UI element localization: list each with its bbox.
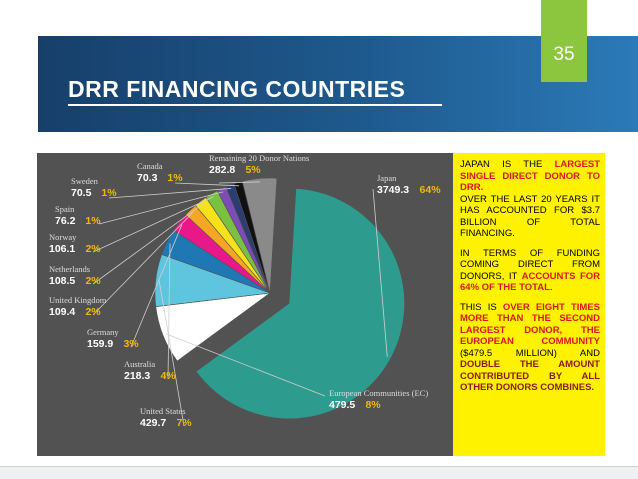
pie-leader-line [108,188,232,199]
slide-title: DRR FINANCING COUNTRIES [68,76,406,102]
notes-highlight: ACCOUNTS FOR 64% OF THE TOTAL [460,270,600,294]
notes-text: JAPAN IS THE LARGEST SINGLE DIRECT DONOR… [460,159,600,402]
pie-label-value: 218.3 [124,370,150,382]
pie-leader-line [167,243,171,380]
pie-label-value: 429.7 [140,417,166,429]
pie-label-percent: 7% [176,417,192,429]
pie-label-percent: 2% [85,306,101,318]
pie-label-percent: 1% [85,215,101,227]
pie-leader-line [92,212,194,316]
pie-label-value: 282.8 [209,164,235,176]
pie-label-value: 479.5 [329,399,355,411]
pie-label-value: 108.5 [49,275,75,287]
pie-label-value: 70.3 [137,172,158,184]
title-underline [68,104,442,106]
pie-label-name: Spain [55,204,75,214]
notes-text-run: THIS IS [460,301,503,313]
pie-label-name: United States [140,406,186,416]
notes-paragraph-1: JAPAN IS THE LARGEST SINGLE DIRECT DONOR… [460,159,600,240]
pie-leader-line [166,333,326,397]
pie-leader-line [158,280,185,427]
pie-label-name: European Communities (EC) [329,388,428,398]
pie-leader-line [372,188,388,357]
pie-label-percent: 64% [420,184,442,196]
pie-label-name: Canada [137,161,163,171]
notes-box: JAPAN IS THE LARGEST SINGLE DIRECT DONOR… [453,153,605,456]
notes-text-run: OVER THE LAST 20 YEARS IT HAS ACCOUNTED … [460,193,600,240]
notes-highlight: OVER EIGHT TIMES MORE THAN THE SECOND LA… [460,301,600,348]
notes-text-run: JAPAN IS THE [460,159,555,170]
pie-slice [241,177,278,294]
notes-highlight: DOUBLE THE AMOUNT CONTRIBUTED BY ALL OTH… [460,359,600,393]
pie-label-name: Remaining 20 Donor Nations [209,153,309,163]
pie-label-percent: 3% [123,338,139,350]
pie-chart-panel: Japan 3749.3 64% European Communities (EC) 4… [37,153,453,456]
pie-label-name: Sweden [71,176,99,186]
pie-leader-line [218,181,260,184]
pie-label-percent: 5% [245,164,261,176]
notes-paragraph-2: IN TERMS OF FUNDING COMING DIRECT FROM D… [460,248,600,294]
pie-label-value: 109.4 [49,306,75,318]
slide-number: 35 [553,44,575,65]
pie-label-value: 3749.3 [377,184,409,196]
pie-label-name: Germany [87,327,119,337]
pie-label-name: Netherlands [49,264,90,274]
pie-label-percent: 4% [160,370,176,382]
notes-text-run: ($479.5 MILLION) AND [460,347,600,359]
pie-leader-line [174,182,240,187]
slide-number-tab [541,0,587,82]
footer-rule [0,466,638,467]
pie-label-name: Norway [49,232,77,242]
pie-label-percent: 2% [85,243,101,255]
pie-leader-line [92,203,203,285]
pie-leader-line [98,191,224,225]
pie-label-value: 76.2 [55,215,76,227]
notes-highlight: LARGEST SINGLE DIRECT DONOR TO DRR. [460,159,600,193]
pie-label-percent: 2% [85,275,101,287]
pie-leader-line [92,196,214,253]
pie-label-value: 106.1 [49,243,75,255]
notes-text-run: IN TERMS OF FUNDING COMING DIRECT FROM D… [460,247,600,282]
pie-label-percent: 1% [167,172,183,184]
pie-label-percent: 8% [365,399,381,411]
pie-label-name: United Kingdom [49,295,107,305]
pie-label-value: 70.5 [71,187,92,199]
pie-leader-line [130,224,183,348]
pie-slice [196,188,405,419]
pie-label-value: 159.9 [87,338,113,350]
title-banner [38,36,638,132]
pie-label-percent: 1% [101,187,117,199]
pie-label-name: Japan [377,173,397,183]
notes-text-run: . [549,282,553,293]
pie-label-name: Australia [124,359,155,369]
notes-paragraph-3: THIS IS OVER EIGHT TIMES MORE THAN THE S… [460,302,600,394]
footer-band [0,467,638,479]
